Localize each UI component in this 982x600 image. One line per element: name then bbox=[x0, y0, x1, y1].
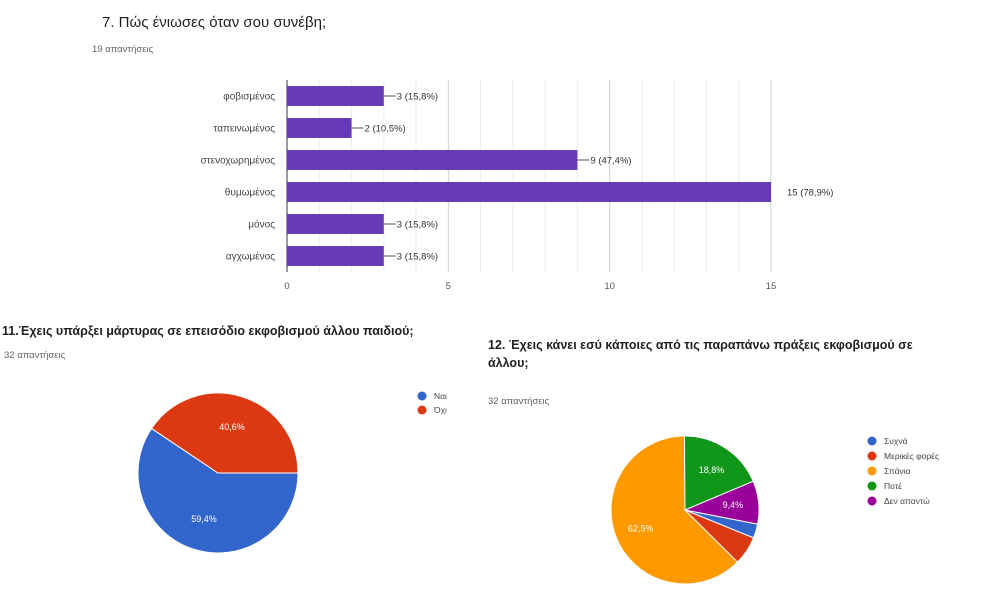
legend-swatch bbox=[417, 391, 427, 401]
pie-slice bbox=[683, 480, 760, 525]
legend-label: Ναι bbox=[434, 391, 447, 401]
category-label: στενοχωρημένος bbox=[200, 155, 275, 167]
legend-label: Δεν απαντώ bbox=[884, 496, 930, 506]
pie-slice bbox=[683, 435, 754, 511]
x-tick-label: 15 bbox=[766, 281, 777, 292]
bar-chart: 0 5 10 15 φοβισμένος 3 (15,8%) ταπεινωμένος 2 (… bbox=[200, 80, 833, 292]
question-7-response-count: 19 απαντήσεις bbox=[92, 44, 154, 55]
legend-swatch bbox=[867, 481, 877, 491]
bar bbox=[287, 118, 352, 138]
question-12-card: 12. Έχεις κάνει εσύ κάποιες από τις παρα… bbox=[476, 318, 982, 600]
question-11-card: 11.Έχεις υπάρξει μάρτυρας σε επεισόδιο ε… bbox=[0, 312, 480, 600]
legend-label: Όχι bbox=[433, 405, 447, 415]
category-label: θυμωμένος bbox=[225, 187, 275, 199]
legend-label: Μερικές φορές bbox=[884, 451, 939, 461]
pie-slice-label: 40,6% bbox=[219, 422, 245, 432]
bar bbox=[287, 246, 384, 266]
legend-swatch bbox=[867, 466, 877, 476]
bar-value-label: 3 (15,8%) bbox=[397, 252, 438, 263]
legend-swatch bbox=[867, 496, 877, 506]
question-11-response-count: 32 απαντήσεις bbox=[4, 350, 66, 361]
x-tick-label: 5 bbox=[446, 281, 451, 292]
x-tick-label: 0 bbox=[284, 281, 289, 292]
legend-label: Σπάνια bbox=[884, 466, 911, 476]
bar-value-label: 15 (78,9%) bbox=[787, 188, 833, 199]
question-11-title: 11.Έχεις υπάρξει μάρτυρας σε επεισόδιο ε… bbox=[2, 324, 414, 338]
legend-swatch bbox=[417, 405, 427, 415]
bar bbox=[287, 86, 384, 106]
category-label: φοβισμένος bbox=[223, 91, 275, 103]
pie-chart-witness: 59,4% 40,6% Ναι Όχι bbox=[137, 391, 447, 554]
bar bbox=[287, 182, 771, 202]
pie-slice bbox=[610, 435, 739, 585]
question-12-title-line1: 12. Έχεις κάνει εσύ κάποιες από τις παρα… bbox=[488, 338, 913, 352]
pie-slice-label: 62,5% bbox=[628, 524, 654, 534]
pie-slice-label: 18,8% bbox=[699, 465, 725, 475]
question-12-response-count: 32 απαντήσεις bbox=[488, 396, 550, 407]
question-7-title: 7. Πώς ένιωσες όταν σου συνέβη; bbox=[102, 14, 327, 31]
pie-chart-bullying: 62,5% 18,8% 9,4% Συχνά Μερικές φορές Σπάνια Πο… bbox=[610, 435, 939, 585]
bar bbox=[287, 214, 384, 234]
category-label: ταπεινωμένος bbox=[213, 123, 275, 135]
pie-slice bbox=[150, 392, 299, 474]
x-tick-label: 10 bbox=[604, 281, 615, 292]
category-label: μόνος bbox=[248, 219, 275, 231]
pie-slice bbox=[137, 427, 299, 554]
legend-swatch bbox=[867, 451, 877, 461]
category-label: αγχωμένος bbox=[226, 251, 275, 263]
legend-label: Ποτέ bbox=[884, 481, 902, 491]
legend-swatch bbox=[867, 436, 877, 446]
question-7-card: 7. Πώς ένιωσες όταν σου συνέβη; 19 απαντ… bbox=[90, 0, 850, 296]
bar-value-label: 2 (10,5%) bbox=[365, 124, 406, 135]
question-12-title-line2: άλλου; bbox=[488, 356, 529, 370]
legend-label: Συχνά bbox=[884, 436, 908, 446]
pie-slice-label: 59,4% bbox=[191, 514, 217, 524]
bar-value-label: 3 (15,8%) bbox=[397, 92, 438, 103]
bar-value-label: 3 (15,8%) bbox=[397, 220, 438, 231]
pie-slice-label: 9,4% bbox=[723, 500, 744, 510]
bar bbox=[287, 150, 578, 170]
bar-value-label: 9 (47,4%) bbox=[590, 156, 631, 167]
